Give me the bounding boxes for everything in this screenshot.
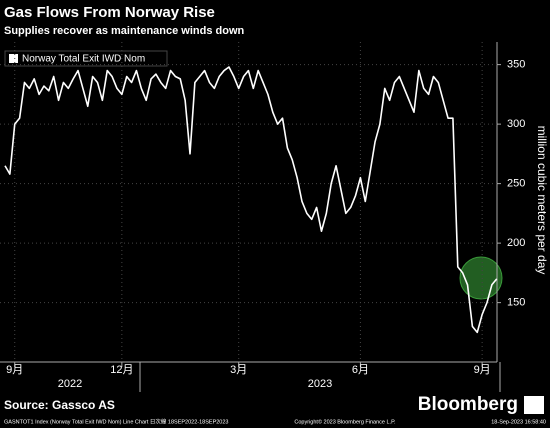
- line-series: [4, 66, 498, 334]
- x-tick-label: 3月: [230, 364, 247, 376]
- brand-icon: [524, 396, 544, 414]
- y-tick-label: 150: [507, 297, 525, 309]
- chart-subtitle: Supplies recover as maintenance winds do…: [4, 25, 245, 37]
- year-label: 2023: [308, 378, 332, 390]
- x-tick-label: 9月: [6, 364, 23, 376]
- chart-title: Gas Flows From Norway Rise: [4, 4, 215, 21]
- highlight-circle: [459, 256, 503, 300]
- y-axis-label: million cubic meters per day: [535, 126, 549, 275]
- source: Source: Gassco AS: [4, 398, 115, 412]
- footer-mid: Copyright© 2023 Bloomberg Finance L.P.: [294, 418, 396, 425]
- y-tick-label: 250: [507, 178, 525, 190]
- y-tick-label: 300: [507, 118, 525, 130]
- year-label: 2022: [58, 378, 82, 390]
- y-tick-label: 200: [507, 237, 525, 249]
- legend-label: Norway Total Exit IWD Nom: [22, 54, 145, 65]
- footer-left: GASNTOT1 Index (Norway Total Exit IWD No…: [4, 417, 228, 425]
- footer-right: 18-Sep-2023 16:58:40: [491, 419, 546, 425]
- legend-box: [4, 50, 168, 67]
- x-tick-label: 6月: [352, 364, 369, 376]
- x-tick-label: 9月: [474, 364, 491, 376]
- legend-swatch: [9, 54, 18, 63]
- y-tick-label: 350: [507, 59, 525, 71]
- x-tick-label: 12月: [110, 364, 133, 376]
- brand: Bloomberg: [418, 394, 518, 415]
